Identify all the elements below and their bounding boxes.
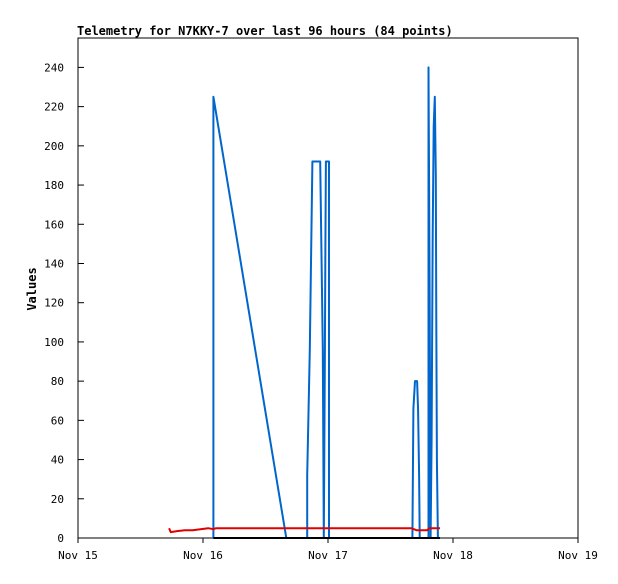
chart-title: Telemetry for N7KKY-7 over last 96 hours… [77,24,453,38]
y-tick-label: 60 [51,414,64,427]
x-tick-label: Nov 19 [558,549,598,562]
y-tick-label: 200 [44,140,64,153]
y-tick-label: 240 [44,61,64,74]
x-tick-label: Nov 17 [308,549,348,562]
x-tick-label: Nov 15 [58,549,98,562]
x-tick-label: Nov 18 [433,549,473,562]
series-line-1 [168,527,440,534]
y-tick-label: 120 [44,297,64,310]
x-tick-label: Nov 16 [183,549,223,562]
y-tick-label: 220 [44,101,64,114]
y-tick-label: 40 [51,454,64,467]
y-tick-label: 180 [44,179,64,192]
series-line-0 [212,66,439,539]
y-tick-label: 160 [44,218,64,231]
y-tick-label: 100 [44,336,64,349]
y-tick-label: 140 [44,257,64,270]
y-tick-label: 80 [51,375,64,388]
y-tick-label: 20 [51,493,64,506]
series-group [168,66,440,539]
y-axis-ticks: 0 20 40 60 80 100 120 140 160 180 200 220 240 [44,61,84,545]
y-axis-label: Values [25,267,39,310]
x-axis-ticks: Nov 15 Nov 16 Nov 17 Nov 18 Nov 19 [58,538,598,562]
y-tick-label: 0 [57,532,64,545]
